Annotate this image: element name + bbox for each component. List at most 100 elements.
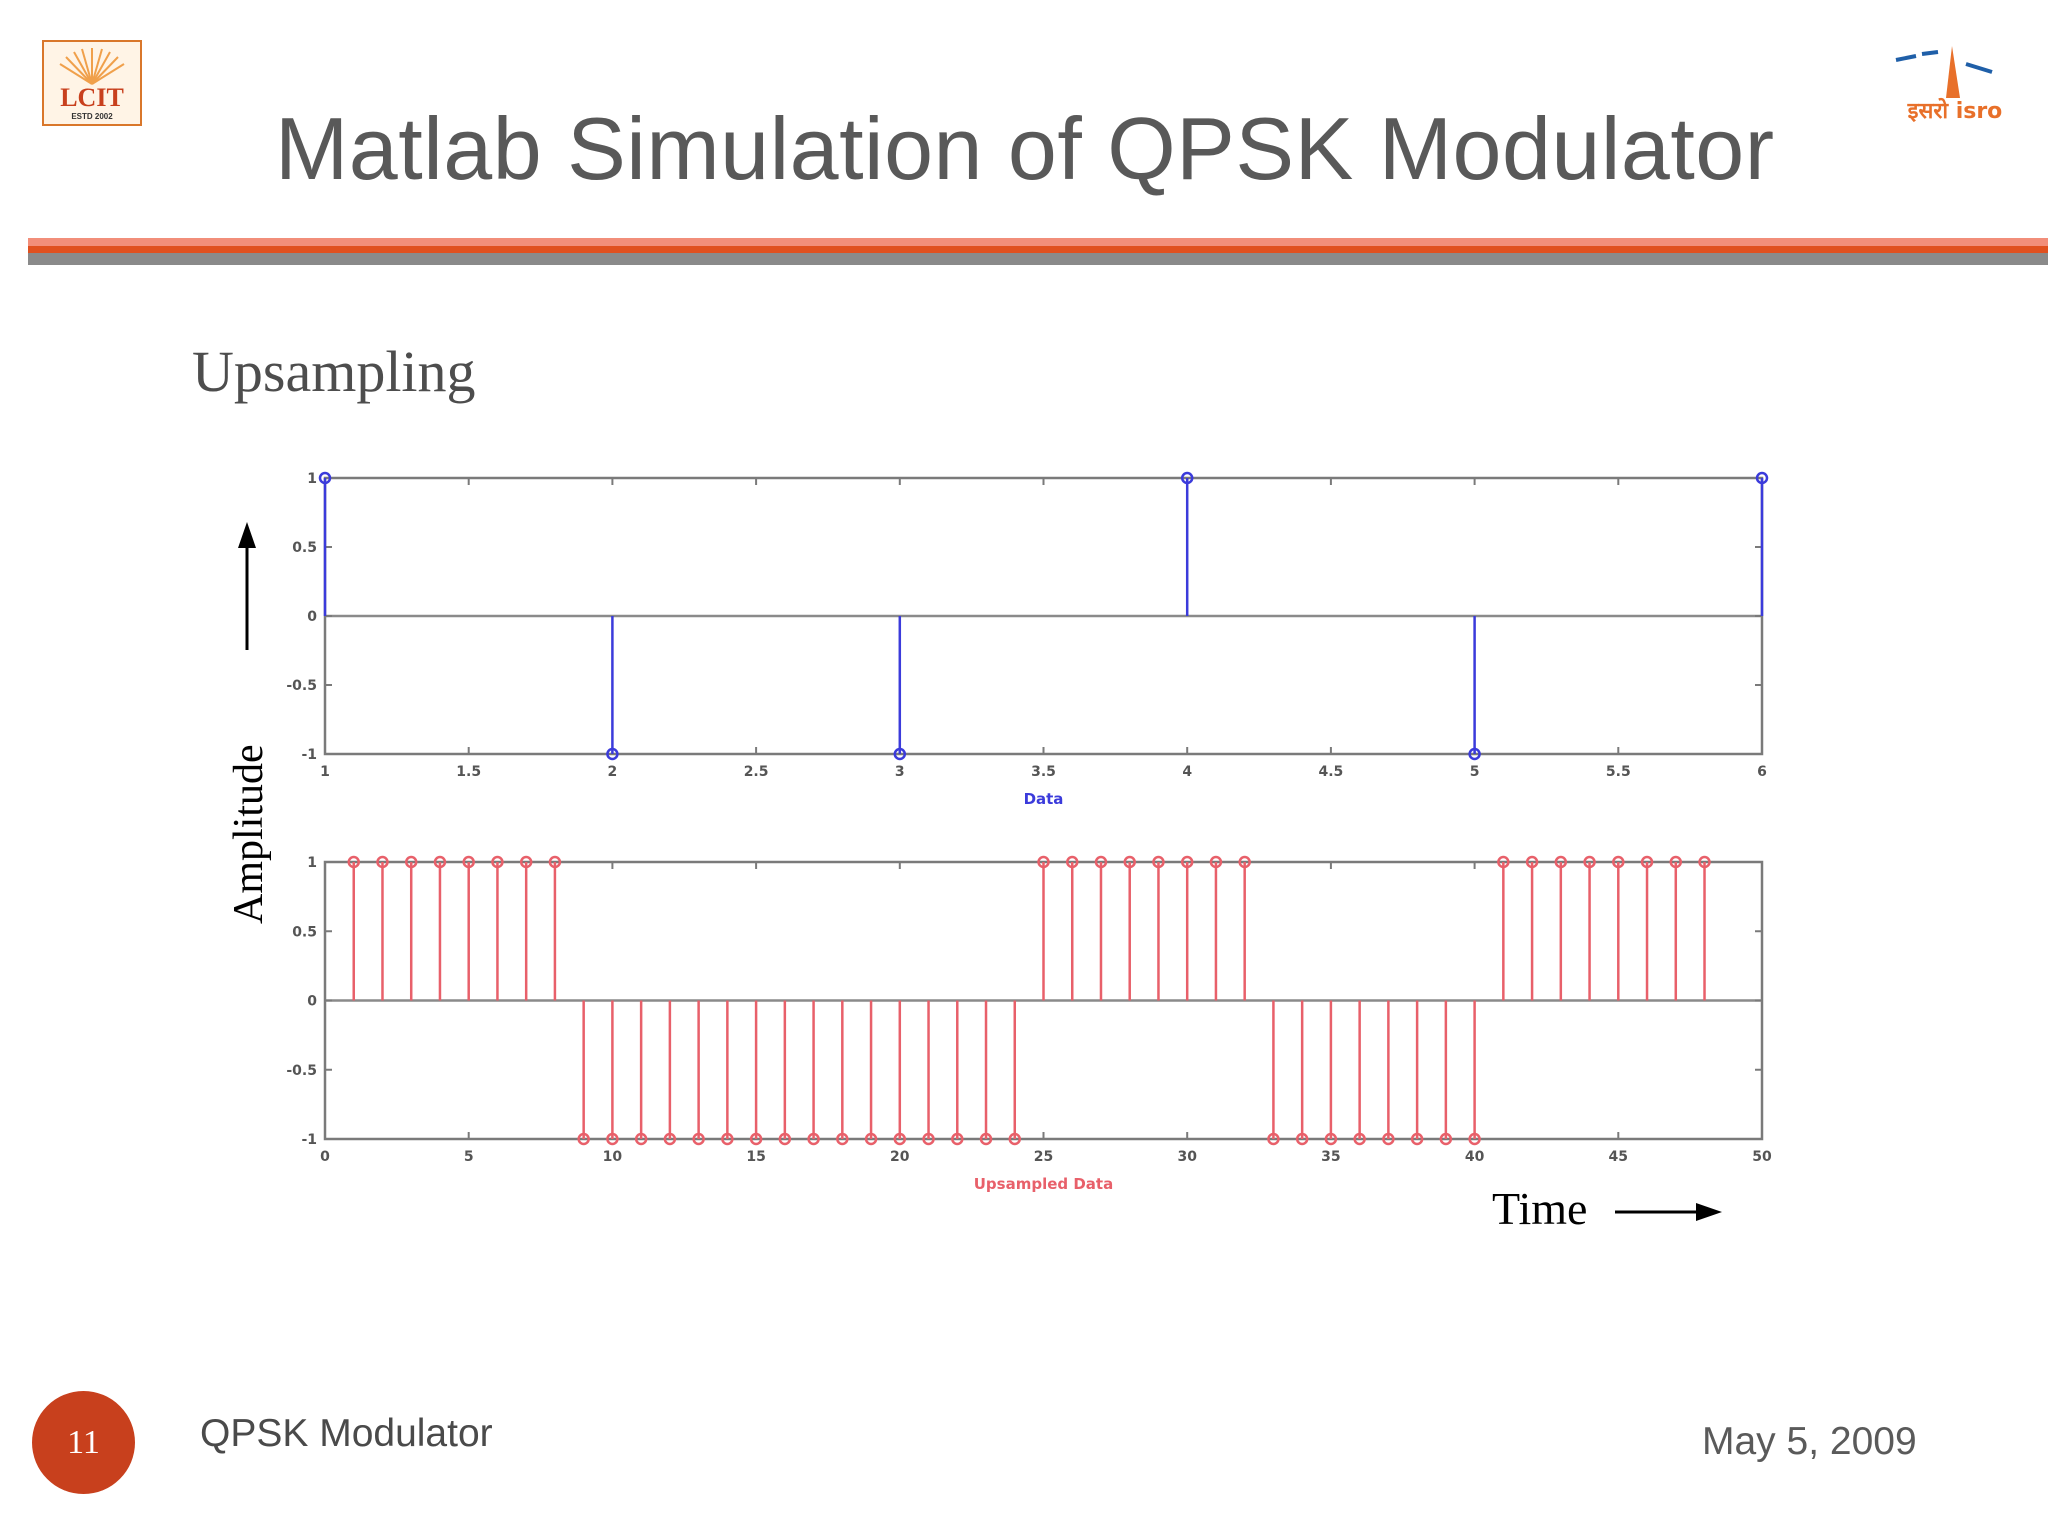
y-tick-label: -1 bbox=[301, 747, 317, 763]
y-tick-label: -1 bbox=[301, 1132, 317, 1148]
y-tick-label: 0 bbox=[307, 609, 317, 625]
stem-marker bbox=[1497, 855, 1510, 869]
upsampled-stem-chart: 0 5 10 15 20 25 30 35 40 45 50 -1 -0.5 0 0.5 1 Upsampled… bbox=[286, 855, 1772, 1193]
y-tick-label: 0 bbox=[307, 994, 317, 1010]
x-axis-label: Upsampled Data bbox=[974, 1175, 1113, 1193]
y-tick-label: 1 bbox=[307, 471, 317, 487]
x-tick-label: 30 bbox=[1177, 1149, 1197, 1165]
x-tick-label: 2 bbox=[608, 764, 618, 780]
stem-marker bbox=[1583, 855, 1596, 869]
stem-marker bbox=[864, 1132, 878, 1146]
footer-date: May 5, 2009 bbox=[1702, 1420, 1917, 1463]
x-tick-label: 1.5 bbox=[456, 764, 481, 780]
stem-marker bbox=[1094, 855, 1108, 869]
stem-marker bbox=[376, 855, 389, 869]
lcit-logo: LCIT ESTD 2002 bbox=[42, 40, 142, 126]
x-tick-label: 15 bbox=[746, 1149, 765, 1165]
stem-marker bbox=[1295, 1132, 1309, 1146]
stem-marker bbox=[462, 855, 475, 869]
stem-marker bbox=[548, 855, 562, 869]
x-tick-label: 0 bbox=[320, 1149, 330, 1165]
x-tick-label: 1 bbox=[320, 764, 330, 780]
stem-marker bbox=[1468, 747, 1481, 761]
rocket-icon bbox=[1895, 46, 1993, 98]
x-tick-label: 4.5 bbox=[1318, 764, 1343, 780]
stem-marker bbox=[1152, 855, 1165, 869]
arrow-right-icon bbox=[1696, 1203, 1722, 1221]
page-number-badge: 11 bbox=[32, 1391, 135, 1494]
time-label: Time bbox=[1492, 1183, 1587, 1234]
stem-marker bbox=[1410, 1132, 1424, 1146]
x-tick-label: 10 bbox=[603, 1149, 623, 1165]
stem-marker bbox=[519, 855, 533, 869]
stem-marker bbox=[922, 1132, 935, 1146]
amplitude-annotation: Amplitude bbox=[226, 522, 272, 924]
stem-marker bbox=[577, 1132, 590, 1146]
stem-marker bbox=[1468, 1132, 1481, 1146]
stem-marker bbox=[893, 747, 907, 761]
x-axis-label: Data bbox=[1024, 790, 1064, 808]
y-tick-label: 1 bbox=[307, 855, 317, 871]
lcit-logo-text: LCIT bbox=[60, 83, 124, 112]
stem-marker bbox=[606, 747, 619, 761]
stem-marker bbox=[1640, 855, 1654, 869]
time-annotation: Time bbox=[1492, 1183, 1722, 1234]
x-tick-label: 4 bbox=[1182, 764, 1192, 780]
data-stem-chart: 1 1.5 2 2.5 3 3.5 4 4.5 5 5.5 6 -1 -0.5 0 0.5 1 Data bbox=[286, 471, 1769, 808]
stem-marker bbox=[318, 471, 332, 485]
stem-marker bbox=[836, 1132, 849, 1146]
y-tick-label: -0.5 bbox=[286, 1063, 317, 1079]
stem-marker bbox=[404, 855, 418, 869]
stem-marker bbox=[491, 855, 504, 869]
stem-marker bbox=[1180, 471, 1194, 485]
stem-marker bbox=[1123, 855, 1136, 869]
y-tick-label: -0.5 bbox=[286, 678, 317, 694]
arrow-up-icon bbox=[238, 522, 256, 548]
x-tick-label: 40 bbox=[1465, 1149, 1485, 1165]
slide-subtitle: Upsampling bbox=[192, 339, 476, 404]
x-tick-label: 6 bbox=[1757, 764, 1767, 780]
stem-marker bbox=[1238, 855, 1251, 869]
x-tick-label: 20 bbox=[890, 1149, 910, 1165]
stem-marker bbox=[1353, 1132, 1366, 1146]
stem-marker bbox=[663, 1132, 677, 1146]
stem-marker bbox=[778, 1132, 792, 1146]
stem-marker bbox=[1037, 855, 1050, 869]
x-tick-label: 3 bbox=[895, 764, 905, 780]
stem-marker bbox=[606, 1132, 619, 1146]
stem-marker bbox=[979, 1132, 993, 1146]
y-tick-label: 0.5 bbox=[292, 924, 317, 940]
stem-marker bbox=[1698, 855, 1711, 869]
x-tick-label: 3.5 bbox=[1031, 764, 1056, 780]
title-divider bbox=[28, 238, 2048, 265]
stem-marker bbox=[1209, 855, 1223, 869]
stem-marker bbox=[1612, 855, 1625, 869]
isro-logo: इसरो isro bbox=[1895, 46, 2002, 124]
stem-marker bbox=[1755, 471, 1769, 485]
y-tick-label: 0.5 bbox=[292, 540, 317, 556]
stem-marker bbox=[692, 1132, 705, 1146]
stem-marker bbox=[1669, 855, 1683, 869]
stem-marker bbox=[893, 1132, 907, 1146]
x-tick-label: 5 bbox=[1470, 764, 1480, 780]
stem-marker bbox=[634, 1132, 648, 1146]
stem-marker bbox=[721, 1132, 734, 1146]
x-tick-label: 5 bbox=[464, 1149, 474, 1165]
stem-marker bbox=[1382, 1132, 1395, 1146]
x-tick-label: 5.5 bbox=[1606, 764, 1631, 780]
x-tick-label: 2.5 bbox=[744, 764, 769, 780]
stem-marker bbox=[1180, 855, 1194, 869]
stem-marker bbox=[1324, 1132, 1338, 1146]
stem-marker bbox=[1008, 1132, 1022, 1146]
lcit-logo-subtext: ESTD 2002 bbox=[71, 112, 113, 121]
stem-marker bbox=[749, 1132, 763, 1146]
sunburst-icon bbox=[59, 48, 125, 85]
stem-marker bbox=[951, 1132, 964, 1146]
stem-marker bbox=[1267, 1132, 1280, 1146]
stem-marker bbox=[347, 855, 360, 869]
stem-marker bbox=[1525, 855, 1539, 869]
x-tick-label: 50 bbox=[1752, 1149, 1772, 1165]
footer-title: QPSK Modulator bbox=[200, 1412, 493, 1455]
stem-marker bbox=[1065, 855, 1079, 869]
stem-marker bbox=[433, 855, 447, 869]
